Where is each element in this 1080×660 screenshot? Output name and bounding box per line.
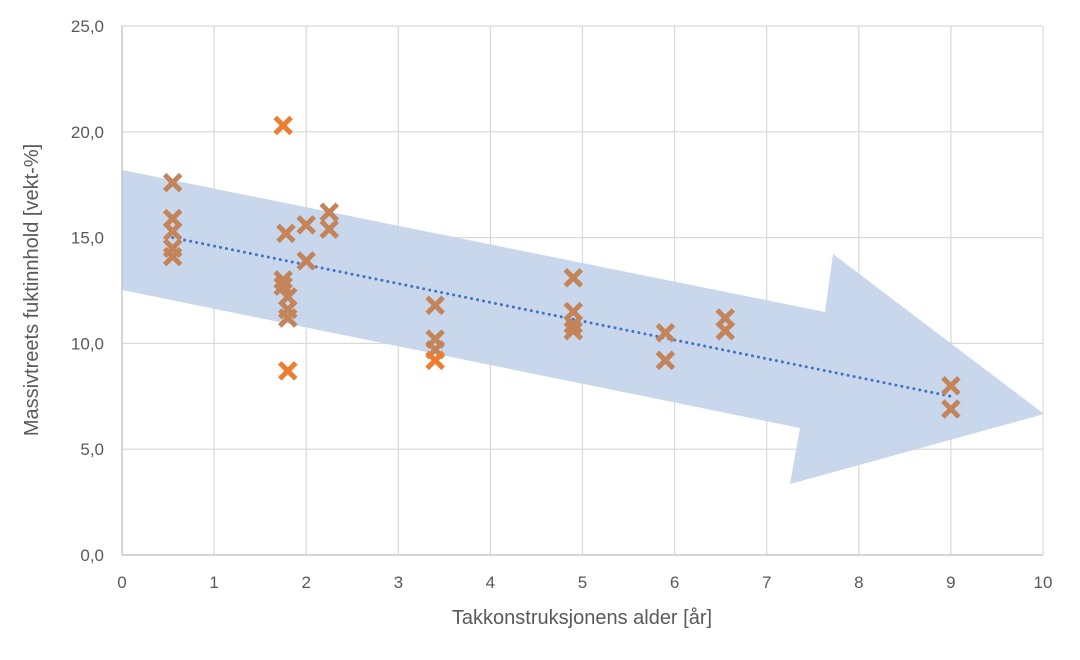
data-point — [273, 276, 293, 297]
data-point — [162, 172, 183, 193]
data-point — [941, 375, 961, 396]
x-tick-label: 3 — [394, 573, 403, 592]
data-point — [278, 361, 298, 381]
data-point — [715, 320, 736, 341]
x-tick-label: 10 — [1034, 573, 1053, 592]
x-tick-label: 0 — [117, 573, 126, 592]
x-tick-label: 9 — [946, 573, 955, 592]
x-tick-label: 7 — [762, 573, 771, 592]
data-point — [319, 219, 339, 239]
data-point — [276, 223, 296, 244]
data-point — [273, 115, 293, 136]
x-tick-label: 4 — [486, 573, 495, 592]
data-point — [273, 270, 293, 290]
data-point — [655, 350, 676, 371]
y-tick-label: 0,0 — [80, 546, 104, 565]
data-point — [941, 399, 961, 419]
trendline — [171, 236, 953, 398]
data-point — [296, 215, 316, 235]
data-point — [655, 323, 676, 343]
data-point — [563, 268, 584, 288]
data-point — [425, 295, 445, 316]
x-axis-title: Takkonstruksjonens alder [år] — [452, 607, 712, 629]
x-tick-labels: 0 1 2 3 4 5 6 7 8 9 10 — [117, 573, 1052, 592]
data-point — [319, 202, 339, 222]
data-point — [563, 320, 584, 341]
data-point — [278, 308, 298, 328]
y-tick-label: 25,0 — [71, 17, 104, 36]
x-tick-label: 1 — [209, 573, 218, 592]
y-axis-title: Massivtreets fuktinnhold [vekt-%] — [21, 144, 43, 436]
data-point — [425, 350, 445, 371]
x-tick-label: 6 — [670, 573, 679, 592]
trend-arrow-background — [122, 170, 1044, 484]
y-tick-label: 15,0 — [71, 229, 104, 248]
data-point — [296, 251, 316, 271]
data-point — [563, 314, 584, 335]
y-tick-label: 10,0 — [71, 334, 104, 353]
x-tick-label: 5 — [578, 573, 587, 592]
x-tick-label: 2 — [301, 573, 310, 592]
data-points — [162, 115, 961, 419]
y-tick-label: 20,0 — [71, 123, 104, 142]
data-point — [162, 221, 183, 242]
data-point — [162, 246, 183, 267]
y-tick-labels: 0,0 5,0 10,0 15,0 20,0 25,0 — [71, 17, 104, 565]
x-tick-label: 8 — [854, 573, 863, 592]
axes — [121, 26, 1043, 556]
y-tick-label: 5,0 — [80, 440, 104, 459]
